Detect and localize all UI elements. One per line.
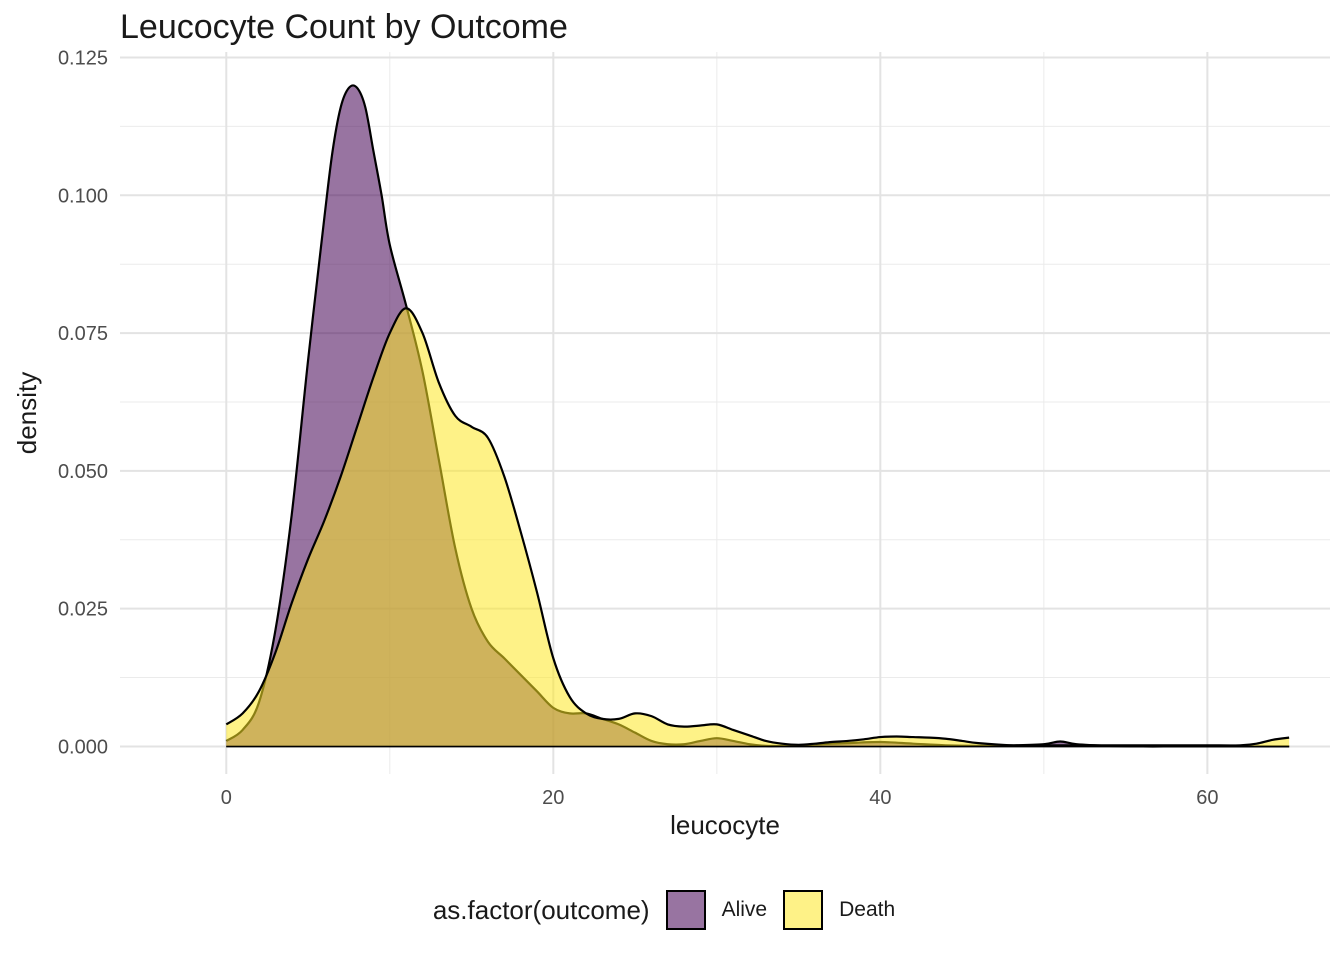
legend-title: as.factor(outcome) (432, 894, 650, 925)
y-tick-label: 0.075 (58, 323, 108, 345)
y-tick-label: 0.125 (58, 48, 108, 70)
legend-label-alive: Alive (721, 898, 768, 921)
x-axis-ticks: 0 20 40 60 (221, 787, 1219, 809)
y-tick-label: 0.025 (58, 599, 108, 621)
density-areas (225, 84, 1290, 748)
y-tick-label: 0.100 (58, 185, 108, 207)
legend: as.factor(outcome) Alive Death (0, 880, 1344, 940)
density-plot: 0.000 0.025 0.050 0.075 0.100 0.125 0 20 40 60 l… (12, 48, 1330, 840)
legend-key-alive (665, 890, 706, 930)
y-tick-label: 0.050 (58, 461, 108, 483)
legend-key-death (783, 890, 824, 930)
x-tick-label: 0 (221, 787, 232, 809)
series-death-area (226, 308, 1290, 747)
chart-title: Leucocyte Count by Outcome (120, 8, 568, 46)
x-tick-label: 40 (869, 787, 891, 809)
series-death-outline (225, 307, 1290, 747)
y-tick-label: 0.000 (58, 736, 108, 758)
y-axis-title: density (12, 372, 42, 454)
y-axis-ticks: 0.000 0.025 0.050 0.075 0.100 0.125 (58, 48, 108, 759)
x-tick-label: 60 (1196, 787, 1218, 809)
x-tick-label: 20 (542, 787, 564, 809)
x-axis-title: leucocyte (670, 810, 780, 840)
legend-label-death: Death (839, 898, 896, 921)
